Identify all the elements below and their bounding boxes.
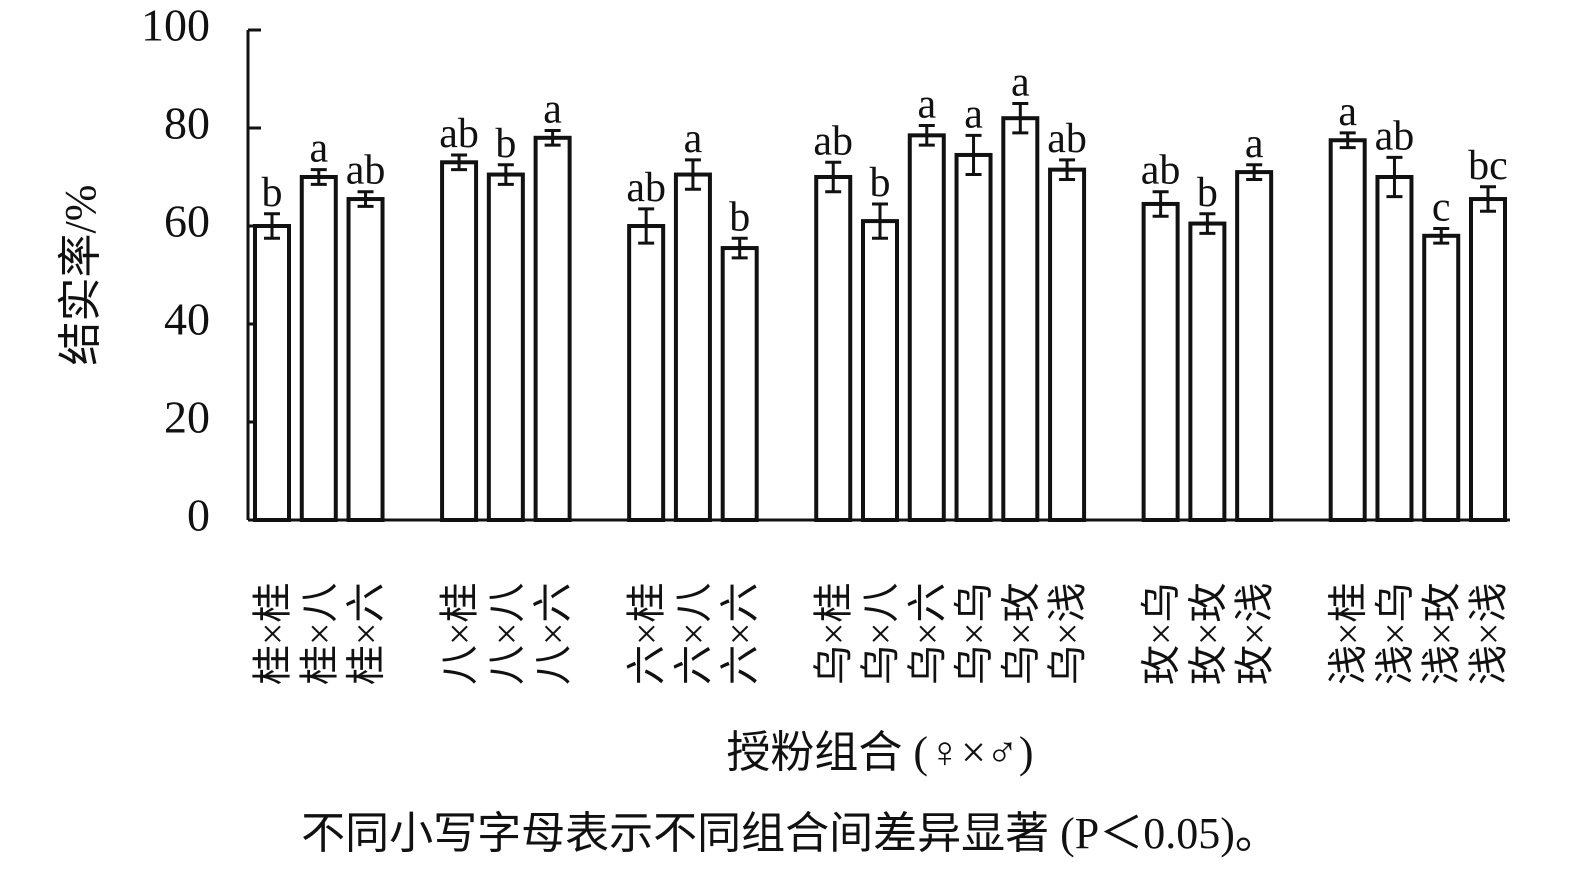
x-axis-label: 授粉组合 (♀×♂): [726, 728, 1033, 777]
bar: [1001, 116, 1040, 522]
x-tick-label: 桂×桂: [250, 582, 295, 685]
error-bar: [1246, 163, 1263, 181]
bar: [1469, 197, 1507, 523]
error-bar: [310, 168, 327, 186]
significance-letter: ab: [1141, 148, 1181, 194]
significance-letter: b: [262, 170, 283, 216]
significance-letter: ab: [439, 111, 479, 157]
bar: [299, 175, 338, 522]
significance-letter: a: [543, 86, 562, 132]
bar: [720, 246, 759, 523]
bar: [627, 224, 666, 522]
error-bar: [918, 124, 935, 147]
bar: [673, 172, 712, 523]
bar: [253, 224, 291, 522]
error-bar: [965, 133, 982, 177]
significance-letter: bc: [1468, 143, 1508, 189]
error-bar: [264, 212, 280, 240]
bar: [954, 152, 993, 522]
bar: [533, 135, 572, 523]
error-bar: [451, 153, 468, 172]
error-bar: [825, 160, 842, 194]
error-bar: [1152, 190, 1169, 218]
error-bar: [1199, 212, 1216, 235]
x-tick-label: 八×六: [531, 582, 576, 685]
y-tick-label: 60: [164, 196, 210, 247]
significance-letter: b: [1197, 170, 1218, 216]
y-tick-label: 80: [164, 98, 210, 149]
bar: [1188, 221, 1227, 523]
x-tick-label: 六×八: [671, 582, 716, 685]
error-bar: [684, 158, 701, 191]
bar: [1048, 167, 1087, 522]
significance-letter: b: [729, 194, 750, 240]
significance-letter: a: [917, 82, 936, 128]
bar: [814, 175, 853, 522]
x-tick-label: 乌×八: [858, 582, 903, 685]
error-bar: [1433, 226, 1450, 245]
bar: [486, 172, 525, 523]
x-tick-label: 浅×浅: [1466, 582, 1511, 685]
error-bar: [497, 163, 514, 186]
x-tick-label: 浅×桂: [1326, 582, 1371, 685]
x-tick-label: 桂×六: [344, 582, 389, 685]
bar: [907, 133, 946, 522]
x-tick-label: 六×六: [718, 582, 763, 685]
significance-letter: a: [1011, 60, 1030, 106]
x-tick-label: 浅×乌: [1372, 582, 1417, 685]
error-bar: [731, 236, 748, 260]
y-axis-label: 结实率/%: [56, 185, 105, 366]
x-tick-label: 浅×玫: [1419, 582, 1464, 685]
error-bar: [357, 190, 374, 208]
y-tick-label: 0: [187, 490, 210, 541]
x-tick-label: 乌×浅: [1045, 582, 1090, 685]
x-tick-label: 玫×浅: [1232, 582, 1277, 685]
y-tick-label: 40: [164, 294, 210, 345]
x-tick-label: 乌×乌: [952, 582, 997, 685]
bar: [1422, 233, 1461, 523]
y-tick-label: 100: [141, 0, 210, 51]
x-tick-label: 桂×八: [297, 582, 342, 685]
significance-letter: a: [964, 91, 983, 137]
x-tick-label: 六×桂: [624, 582, 669, 685]
significance-letter: ab: [1375, 113, 1415, 159]
x-tick-label: 乌×桂: [811, 582, 856, 685]
bar: [346, 197, 385, 523]
significance-letter: a: [1338, 89, 1357, 135]
significance-letter: a: [1245, 121, 1264, 167]
error-bar: [872, 202, 888, 240]
x-tick-label: 八×桂: [437, 582, 482, 685]
error-bar: [1339, 131, 1356, 150]
x-tick-label: 玫×玫: [1185, 582, 1230, 685]
significance-letter: a: [684, 116, 703, 162]
error-bar: [1059, 158, 1076, 181]
error-bar: [544, 128, 561, 147]
significance-letter: ab: [346, 148, 386, 194]
x-tick-label: 八×八: [484, 582, 529, 685]
bar: [861, 219, 899, 522]
note: 不同小写字母表示不同组合间差异显著 (P＜0.05)。: [301, 809, 1279, 858]
significance-letter: ab: [813, 118, 853, 164]
bar: [440, 160, 479, 523]
error-bar: [1012, 102, 1029, 135]
x-tick-label: 乌×六: [905, 582, 950, 685]
bar: [1328, 138, 1367, 522]
significance-letter: b: [870, 160, 891, 206]
bar: [1141, 201, 1180, 522]
significance-letter: a: [309, 126, 328, 172]
error-bar: [1386, 155, 1403, 199]
y-tick-label: 20: [164, 392, 210, 443]
significance-letter: c: [1432, 184, 1451, 230]
bar: [1235, 170, 1274, 522]
error-bar: [638, 207, 655, 245]
significance-letter: ab: [1047, 116, 1087, 162]
x-tick-label: 玫×乌: [1139, 582, 1184, 685]
bar: [1375, 175, 1414, 522]
error-bar: [1480, 185, 1496, 213]
significance-letter: b: [495, 121, 516, 167]
x-tick-label: 乌×玫: [998, 582, 1043, 685]
significance-letter: ab: [626, 165, 666, 211]
